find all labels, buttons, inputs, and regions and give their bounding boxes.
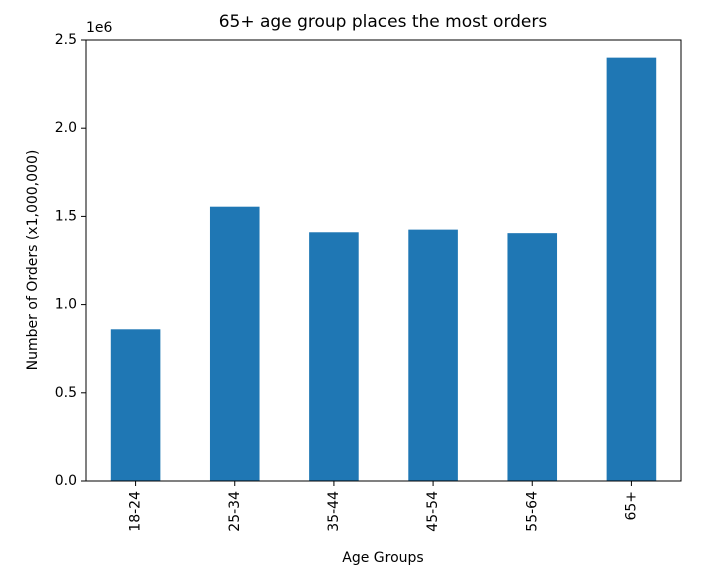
x-tick-label: 65+ <box>623 491 639 521</box>
y-axis-offset-label: 1e6 <box>86 20 113 36</box>
bar-18-24 <box>110 329 161 481</box>
y-tick-label: 0.0 <box>55 473 77 489</box>
bar-55-64 <box>507 233 558 481</box>
bar-45-54 <box>408 229 458 481</box>
x-ticks-group: 18-24 25-34 35-44 45-54 55-64 65+ <box>128 481 639 532</box>
bar-65+ <box>606 57 657 481</box>
y-tick-label: 1.0 <box>55 297 77 313</box>
x-tick-label: 55-64 <box>524 491 540 532</box>
bars-group <box>110 57 657 481</box>
y-ticks-group: 0.0 0.5 1.0 1.5 2.0 2.5 <box>55 32 86 489</box>
bar-35-44 <box>309 232 359 481</box>
plot-frame <box>85 39 682 482</box>
y-axis-label: Number of Orders (x1,000,000) <box>25 150 41 371</box>
y-tick-label: 2.0 <box>55 120 77 136</box>
x-tick-label: 45-54 <box>425 491 441 532</box>
x-tick-label: 35-44 <box>326 491 342 532</box>
x-axis-label: Age Groups <box>342 550 423 566</box>
bar-25-34 <box>209 206 260 481</box>
chart-title: 65+ age group places the most orders <box>219 12 548 32</box>
y-tick-label: 1.5 <box>55 208 77 224</box>
x-tick-label: 18-24 <box>128 491 144 532</box>
x-tick-label: 25-34 <box>227 491 243 532</box>
y-tick-label: 2.5 <box>55 32 77 48</box>
y-tick-label: 0.5 <box>55 385 77 401</box>
